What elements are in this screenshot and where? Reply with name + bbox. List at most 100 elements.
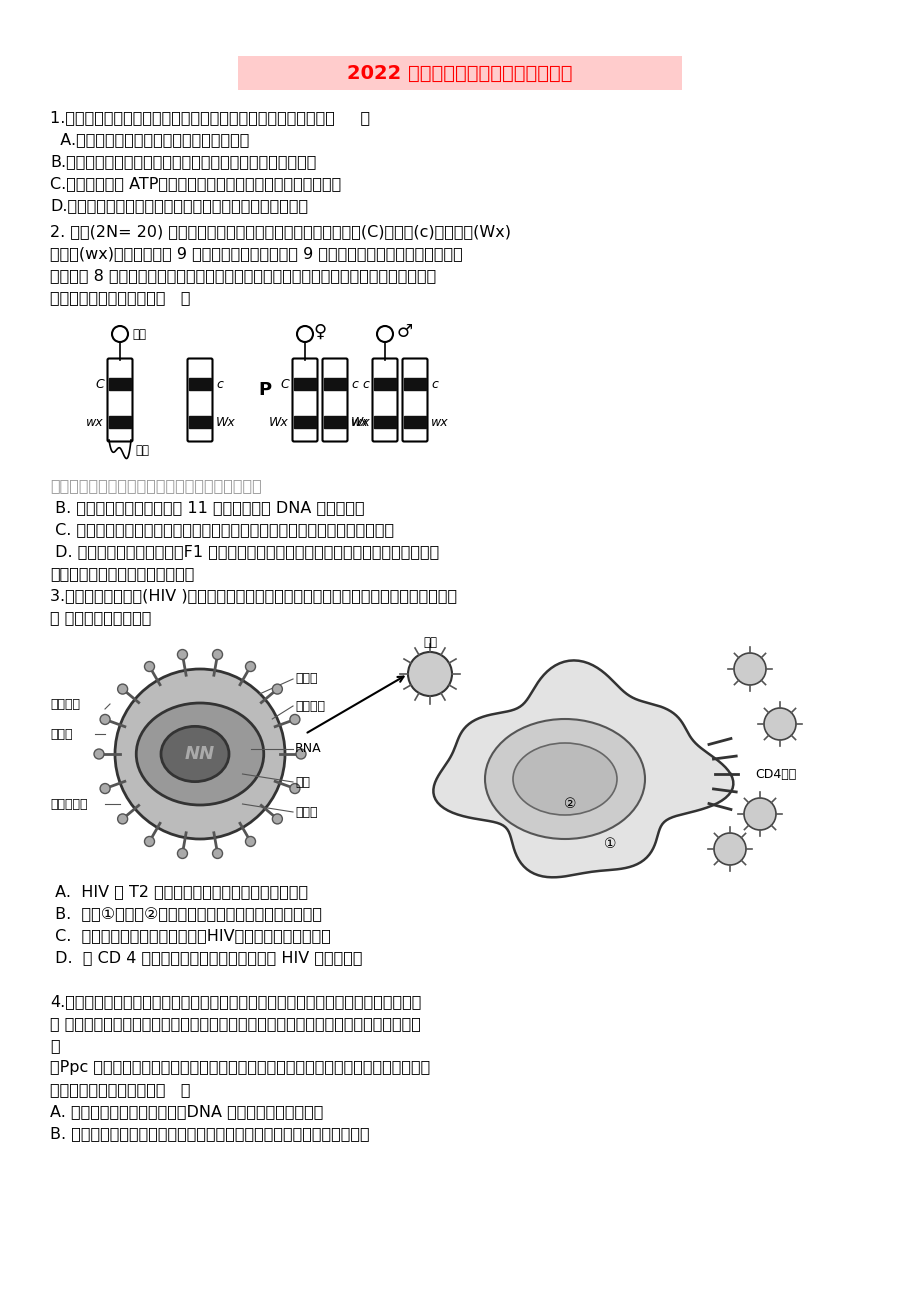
Text: 端有来自 8 号染色体的片段（如图）。科学家利用玉米染色体的特殊性进行了如图所示的: 端有来自 8 号染色体的片段（如图）。科学家利用玉米染色体的特殊性进行了如图所示… [50, 268, 436, 283]
Text: 放大: 放大 [423, 635, 437, 648]
Text: 片段: 片段 [135, 444, 149, 457]
Text: P: P [258, 381, 271, 398]
Text: D.若甲、乙为两个核苷酸，则连接两者的化学键一定是氢键: D.若甲、乙为两个核苷酸，则连接两者的化学键一定是氢键 [50, 198, 308, 214]
Circle shape [100, 715, 110, 724]
Text: Wx: Wx [351, 415, 370, 428]
Circle shape [272, 684, 282, 694]
Circle shape [212, 849, 222, 858]
Circle shape [144, 836, 154, 846]
Text: C: C [96, 378, 104, 391]
Text: A. 在此过程中会用到限制酶、DNA 连接酶和运载体等工具: A. 在此过程中会用到限制酶、DNA 连接酶和运载体等工具 [50, 1104, 323, 1118]
Text: 下 列叙述正确的是（）: 下 列叙述正确的是（） [50, 611, 152, 625]
FancyBboxPatch shape [187, 358, 212, 441]
Circle shape [144, 661, 154, 672]
Text: 率。下列说法不正确的是（   ）: 率。下列说法不正确的是（ ） [50, 1082, 190, 1098]
Circle shape [289, 784, 300, 793]
Text: c: c [216, 378, 222, 391]
Text: A.若该化合物为蔗糖，则甲、乙均为葡萄糖: A.若该化合物为蔗糖，则甲、乙均为葡萄糖 [50, 132, 249, 147]
Text: （Ppc 基因），利用农杆菌介导的转化系统将其转入水稻体内，从而提高水稻的光合效: （Ppc 基因），利用农杆菌介导的转化系统将其转入水稻体内，从而提高水稻的光合效 [50, 1060, 430, 1075]
Text: B. 此技术与单倍体育种技术相结合，可以快速获得纯合子，缩短育种周期: B. 此技术与单倍体育种技术相结合，可以快速获得纯合子，缩短育种周期 [50, 1126, 369, 1141]
Text: 静物异常结构异常染色体的变异来源属于基因重组: 静物异常结构异常染色体的变异来源属于基因重组 [50, 478, 262, 493]
Ellipse shape [513, 743, 617, 815]
Ellipse shape [161, 727, 229, 781]
Text: NN: NN [185, 745, 215, 763]
Circle shape [100, 784, 110, 793]
Text: Wx: Wx [216, 415, 235, 428]
FancyBboxPatch shape [108, 358, 132, 441]
Circle shape [115, 669, 285, 838]
Circle shape [118, 684, 128, 694]
FancyBboxPatch shape [372, 358, 397, 441]
Text: B.若该化合物为氨基酸，乙中含有羧基，则甲也可能含有羧基: B.若该化合物为氨基酸，乙中含有羧基，则甲也可能含有羧基 [50, 154, 316, 169]
Text: 2022 高三生物下学期第五次月考试题: 2022 高三生物下学期第五次月考试题 [346, 64, 573, 82]
FancyBboxPatch shape [403, 358, 427, 441]
Text: 亲代初级精母细胞发生了交叉互换: 亲代初级精母细胞发生了交叉互换 [50, 566, 194, 581]
Text: 结节: 结节 [131, 328, 146, 341]
Bar [188, 417, 210, 428]
Text: wx: wx [430, 415, 448, 428]
Text: c: c [362, 378, 369, 391]
Bar [294, 417, 315, 428]
Text: ①: ① [603, 837, 616, 852]
Text: B. 玉米基因组计划需要测定 11 条染色体上的 DNA 的碱基序列: B. 玉米基因组计划需要测定 11 条染色体上的 DNA 的碱基序列 [50, 500, 364, 516]
Circle shape [245, 661, 255, 672]
Circle shape [377, 326, 392, 342]
FancyBboxPatch shape [323, 358, 347, 441]
Ellipse shape [136, 703, 264, 805]
Text: ♂: ♂ [396, 323, 413, 341]
Text: CD4受体: CD4受体 [754, 767, 795, 780]
Text: ②: ② [563, 797, 575, 811]
Circle shape [296, 749, 306, 759]
Text: C. 图中所示的母本在减数分裂形成配子时，这两对基因所在染色体可发生联会: C. 图中所示的母本在减数分裂形成配子时，这两对基因所在染色体可发生联会 [50, 522, 393, 536]
Circle shape [733, 654, 766, 685]
Circle shape [118, 814, 128, 824]
Text: D.  将 CD 4 受体整合到红细胞膜上，可诱导 HIV 进入红细胞: D. 将 CD 4 受体整合到红细胞膜上，可诱导 HIV 进入红细胞 [50, 950, 362, 965]
Circle shape [743, 798, 775, 829]
Text: C: C [280, 378, 289, 391]
Bar [374, 417, 395, 428]
Text: RNA: RNA [295, 742, 322, 755]
Bar [403, 378, 425, 391]
Text: 蛋白酶: 蛋白酶 [295, 673, 317, 685]
Text: c: c [430, 378, 437, 391]
Circle shape [713, 833, 745, 865]
FancyBboxPatch shape [238, 56, 681, 90]
Text: 整合酶: 整合酶 [295, 806, 317, 819]
Text: 3.人类免疫缺陷病毒(HIV )及其从侵入宿主细胞至释放出来的过程，如图所示。据图分析，: 3.人类免疫缺陷病毒(HIV )及其从侵入宿主细胞至释放出来的过程，如图所示。据… [50, 589, 457, 603]
Circle shape [297, 326, 312, 342]
Text: 4.在高光强、高温和高氧分压的条件下，高粱由于含有磷酸烯醇式丙酮酸羧化酶，其利: 4.在高光强、高温和高氧分压的条件下，高粱由于含有磷酸烯醇式丙酮酸羧化酶，其利 [50, 993, 421, 1009]
Text: B.  图中①过程和②过程可反映出核酸均可自由进出细胞核: B. 图中①过程和②过程可反映出核酸均可自由进出细胞核 [50, 906, 322, 921]
Text: wx: wx [351, 415, 369, 428]
Ellipse shape [484, 719, 644, 838]
Bar [374, 378, 395, 391]
Text: 和蜡质(wx)的基因都位于 9 号染色体上，结构异常的 9 号染色体一端有染色体结节，另一: 和蜡质(wx)的基因都位于 9 号染色体上，结构异常的 9 号染色体一端有染色体… [50, 246, 462, 260]
Text: 蛋白质膜: 蛋白质膜 [295, 699, 324, 712]
Text: 衔蛋白: 衔蛋白 [50, 728, 73, 741]
Text: c: c [351, 378, 357, 391]
Bar [323, 378, 346, 391]
Text: C.  正常人的基因组中应含有控制HIV逆转录酶的合成的基因: C. 正常人的基因组中应含有控制HIV逆转录酶的合成的基因 [50, 928, 331, 943]
Polygon shape [433, 660, 732, 878]
Text: 研究。下列说法正确的是（   ）: 研究。下列说法正确的是（ ） [50, 290, 190, 305]
Text: D. 若图中所示的亲本杂交，F1 有四种表现型且出现了表现型为无色蜡质的个体，说明: D. 若图中所示的亲本杂交，F1 有四种表现型且出现了表现型为无色蜡质的个体，说… [50, 544, 438, 559]
Text: wx: wx [86, 415, 104, 428]
Bar [108, 378, 130, 391]
Text: 因: 因 [50, 1038, 60, 1053]
Circle shape [177, 650, 187, 660]
FancyBboxPatch shape [292, 358, 317, 441]
Circle shape [763, 708, 795, 740]
Circle shape [94, 749, 104, 759]
Bar [403, 417, 425, 428]
Text: 核心: 核心 [295, 776, 310, 789]
Text: A.  HIV 和 T2 噬菌体侵入对应宿主细胞的方式相同: A. HIV 和 T2 噬菌体侵入对应宿主细胞的方式相同 [50, 884, 308, 898]
Bar [323, 417, 346, 428]
Text: C.若该化合物为 ATP，甲为腺苷，则连接甲乙的键是高能磷酸键: C.若该化合物为 ATP，甲为腺苷，则连接甲乙的键是高能磷酸键 [50, 176, 341, 191]
Text: 1.如图表示某化合物由甲乙两部分组成。下列有关说法正确的是（     ）: 1.如图表示某化合物由甲乙两部分组成。下列有关说法正确的是（ ） [50, 109, 369, 125]
Bar [188, 378, 210, 391]
Circle shape [272, 814, 282, 824]
Text: 2. 玉米(2N= 20) 是遗传学研究的常用材料，决定玉米籽粒有色(C)和无色(c)、淀粉质(Wx): 2. 玉米(2N= 20) 是遗传学研究的常用材料，决定玉米籽粒有色(C)和无色… [50, 224, 510, 240]
Circle shape [407, 652, 451, 697]
Circle shape [289, 715, 300, 724]
Text: ♀: ♀ [313, 323, 326, 341]
Text: Wx: Wx [269, 415, 289, 428]
